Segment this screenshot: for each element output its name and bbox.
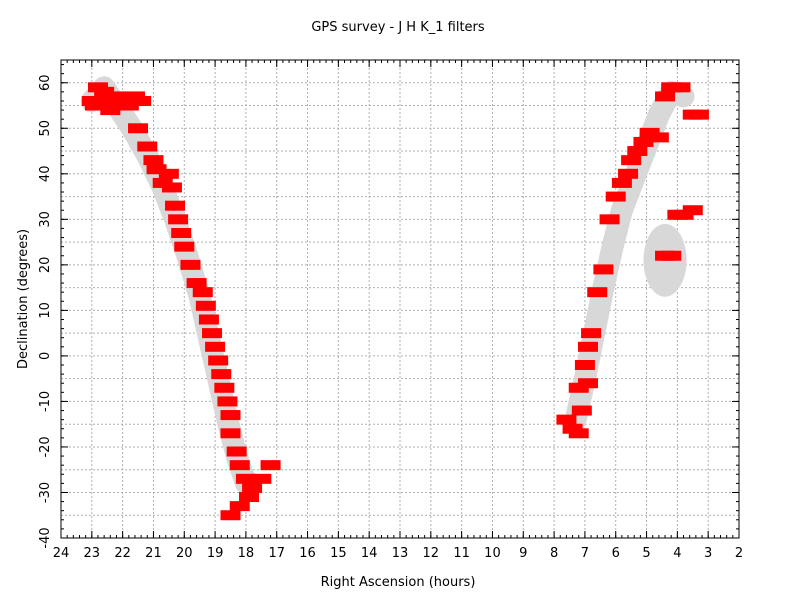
observed-field-east [581,328,602,339]
observed-field-west [226,446,247,457]
observed-field-west [229,460,250,471]
observed-field-east [633,136,654,147]
observed-field-west [161,182,182,193]
x-tick-label: 16 [299,546,316,561]
observed-field-west [143,155,164,166]
y-tick-label: -40 [38,527,53,548]
x-tick-label: 12 [423,546,440,561]
observed-field-east [577,378,598,389]
observed-field-east [568,428,589,439]
y-tick-label: -20 [38,436,53,457]
observed-field-west [198,314,219,325]
observed-field-east [661,82,682,93]
x-tick-label: 14 [361,546,378,561]
observed-field-west [235,473,256,484]
x-tick-label: 13 [392,546,409,561]
observed-field-east [611,177,632,188]
y-tick-label: 30 [38,211,53,228]
x-tick-label: 9 [519,546,527,561]
observed-field-west [146,164,167,175]
observed-field-west [214,382,235,393]
observed-field-east [593,264,614,275]
plot-area: 24 23 22 21 20 19 18 17 16 15 14 13 12 11 10 9 8 7 6 5 4 3 2 -4… [38,59,743,561]
y-tick-label: 60 [38,74,53,91]
x-tick-label: 23 [84,546,101,561]
observed-field-west [137,141,158,152]
x-tick-label: 5 [642,546,650,561]
observed-field-west [100,105,121,116]
observed-field-east [648,132,669,143]
observed-field-west [168,214,189,225]
observed-field-west [211,369,232,380]
x-tick-label: 11 [453,546,470,561]
observed-field-east [599,214,620,225]
x-tick-label: 24 [53,546,70,561]
observed-field-east [621,155,642,166]
x-tick-label: 8 [550,546,558,561]
observed-field-west [208,355,229,366]
x-tick-label: 7 [581,546,589,561]
observed-field-west [220,510,241,521]
observed-field-west [217,396,238,407]
observed-field-east [655,91,676,102]
observed-field-east [571,405,592,416]
observed-field-east [605,191,626,202]
x-tick-label: 6 [612,546,620,561]
x-tick-label: 21 [145,546,162,561]
y-tick-label: 40 [38,166,53,183]
y-tick-label: 20 [38,257,53,274]
x-tick-label: 22 [114,546,131,561]
observed-field-west [84,100,105,111]
observed-field-west [174,241,195,252]
observed-field-east [618,168,639,179]
x-tick-label: 15 [330,546,347,561]
observed-field-west [195,300,216,311]
y-axis-label: Declination (degrees) [16,229,31,369]
x-tick-label: 2 [735,546,743,561]
observed-field-west [251,473,272,484]
chart-title: GPS survey - J H K_1 filters [311,20,485,35]
observed-field-east [577,341,598,352]
observed-field-west [186,278,207,289]
observed-field-west [202,328,223,339]
observed-field-west [171,227,192,238]
observed-field-west [229,501,250,512]
observed-field-east [682,205,703,216]
observed-field-west [242,482,263,493]
observed-field-east [661,250,682,261]
x-tick-label: 3 [704,546,712,561]
y-tick-label: -10 [38,391,53,412]
observed-field-east [587,287,608,298]
x-axis-label: Right Ascension (hours) [321,575,476,590]
x-tick-label: 19 [207,546,224,561]
y-tick-label: 0 [38,352,53,360]
observed-field-west [220,410,241,421]
observed-field-west [220,428,241,439]
observed-field-east [574,360,595,371]
observed-field-east [556,414,577,425]
observed-field-west [128,123,149,134]
x-tick-label: 4 [673,546,681,561]
y-tick-label: 50 [38,120,53,137]
y-tick-label: -30 [38,482,53,503]
observed-field-west [205,341,226,352]
observed-field-west [180,259,201,270]
observed-field-west [118,100,139,111]
observed-field-east [682,109,703,120]
x-tick-label: 10 [484,546,501,561]
observed-field-west [165,200,186,211]
x-tick-label: 20 [176,546,193,561]
observed-field-west [192,287,213,298]
y-tick-label: 10 [38,302,53,319]
observed-field-west [238,492,259,503]
observed-field-east [627,146,648,157]
x-tick-label: 17 [268,546,285,561]
observed-field-west [94,86,115,97]
observed-field-west [131,95,152,106]
plot-frame [60,59,740,539]
x-tick-label: 18 [238,546,255,561]
observed-field-west [158,168,179,179]
observed-field-west [260,460,281,471]
